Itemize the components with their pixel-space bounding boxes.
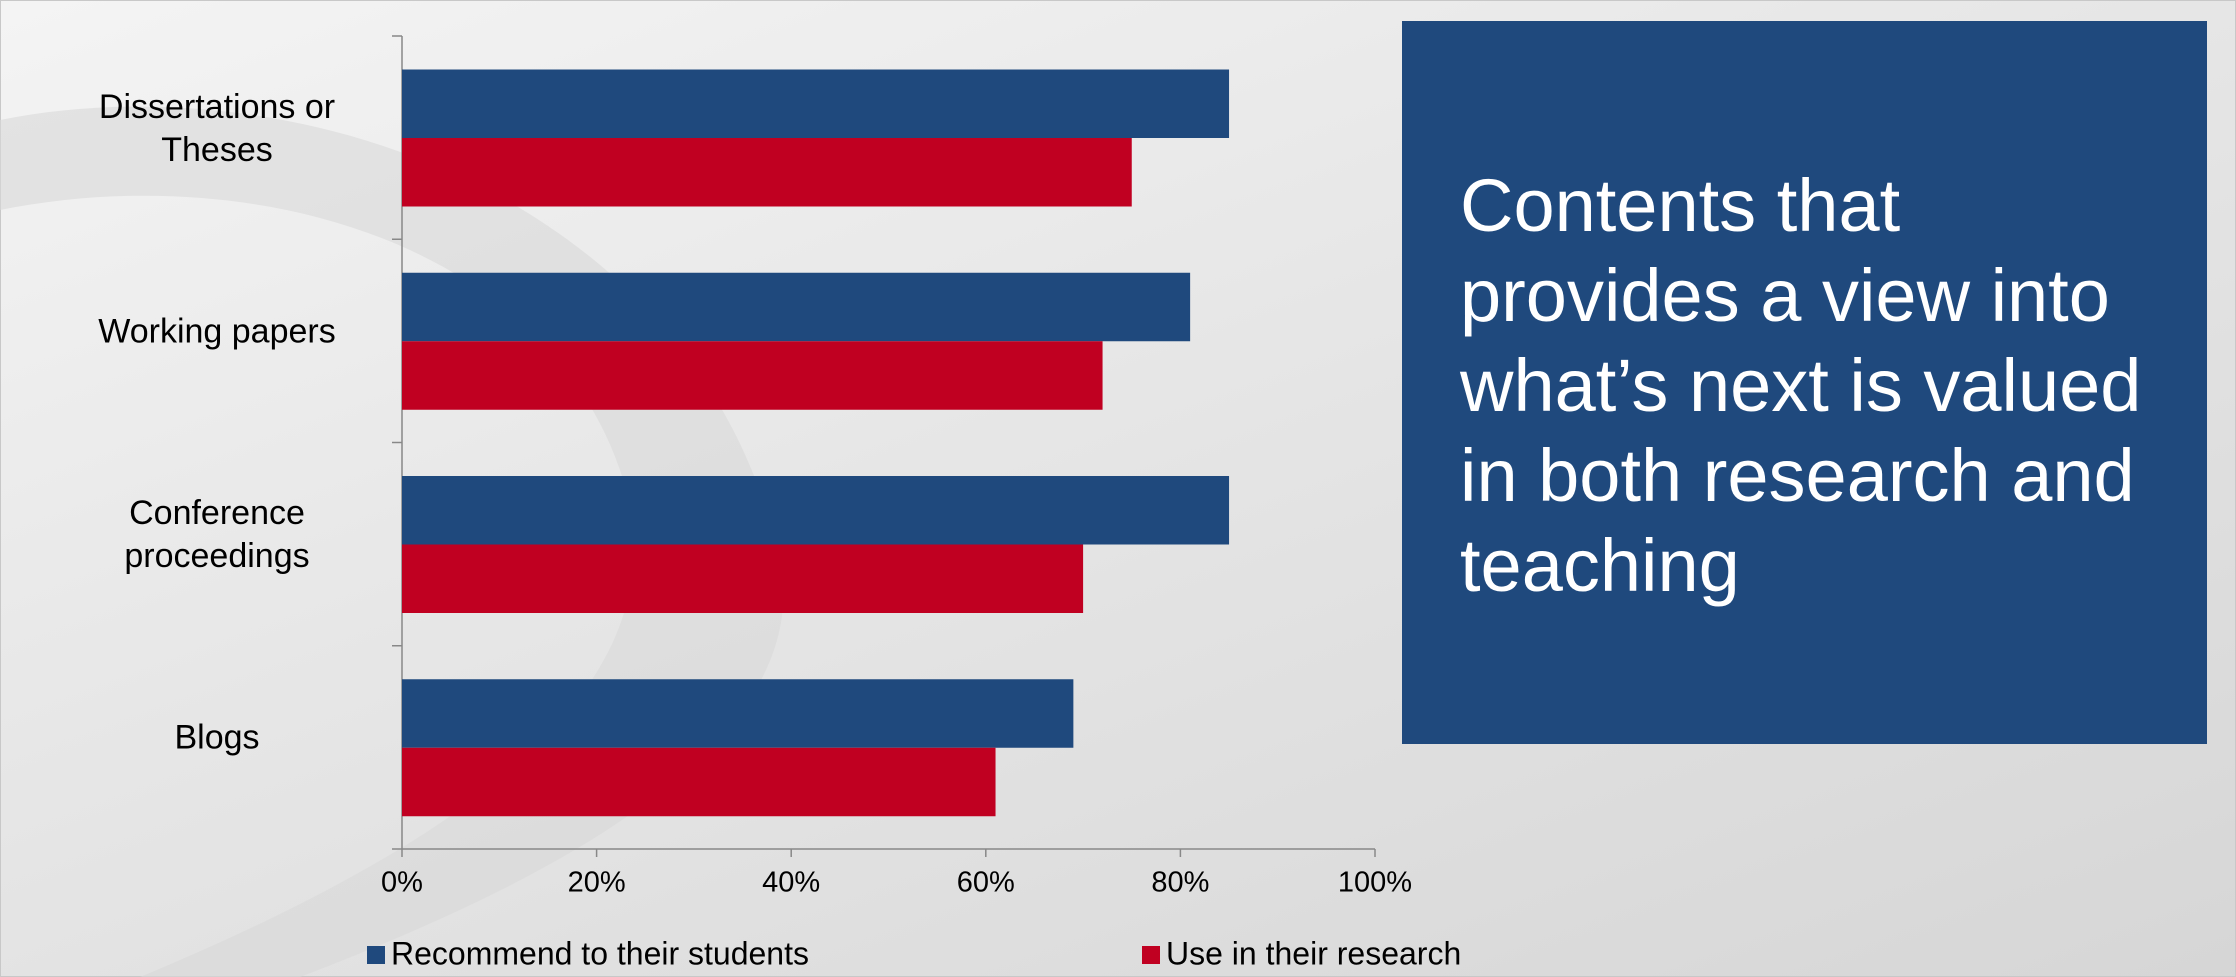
y-tick-label: Working papers (98, 312, 336, 351)
x-tick-label: 20% (568, 867, 626, 899)
bar (402, 679, 1074, 748)
legend-swatch (1142, 946, 1160, 964)
y-tick-label: Dissertations or Theses (98, 87, 336, 169)
x-tick-label: 40% (762, 867, 820, 899)
bar (402, 138, 1132, 207)
legend-label: Recommend to their students (391, 935, 809, 971)
y-tick-label: Conference proceedings (124, 494, 310, 576)
bar (402, 476, 1230, 545)
x-tick-label: 100% (1338, 867, 1412, 899)
legend-swatch (367, 946, 385, 964)
x-tick-label: 60% (957, 867, 1015, 899)
bar (402, 341, 1103, 410)
annotation: Contents that provides a view into what’… (1460, 164, 2142, 607)
y-tick-label: Blogs (174, 718, 260, 757)
legend-label: Use in their research (1166, 935, 1461, 971)
bar (402, 69, 1230, 138)
bar (402, 272, 1191, 342)
bar (402, 544, 1084, 613)
x-tick-label: 0% (381, 867, 423, 899)
x-tick-label: 80% (1151, 867, 1209, 899)
annotation-box: Contents that provides a view into what’… (1402, 21, 2207, 744)
bar (402, 747, 996, 817)
